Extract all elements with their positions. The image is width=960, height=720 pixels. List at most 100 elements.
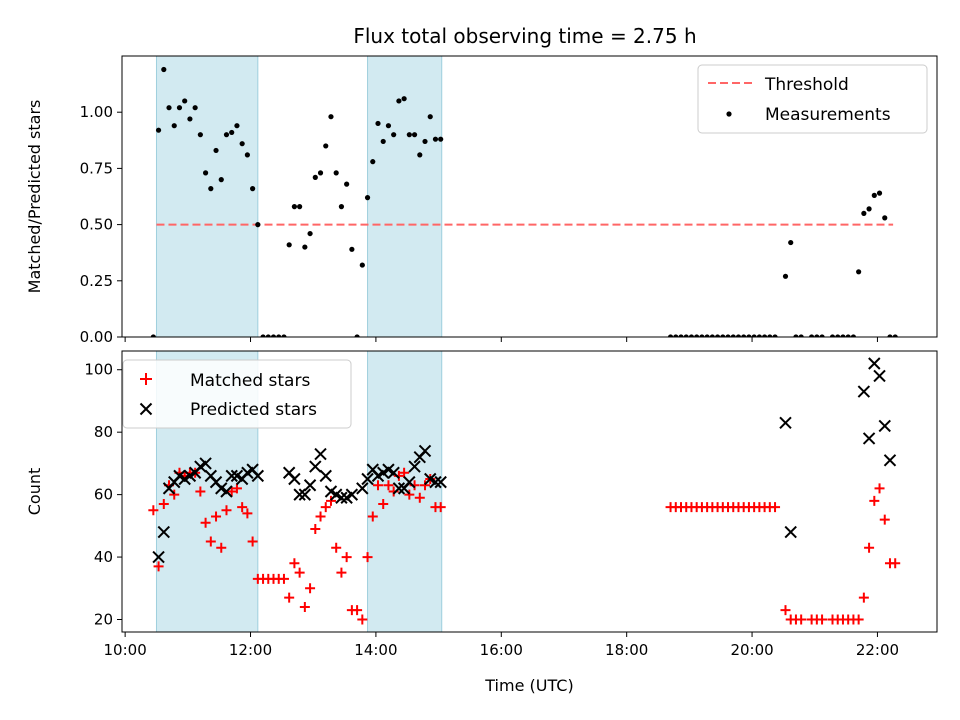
measurement-point: [746, 334, 752, 337]
shaded-span: [367, 56, 442, 337]
matched-star-point: [310, 523, 321, 534]
matched-star-point: [890, 558, 901, 569]
legend-matched-label: Matched stars: [190, 371, 310, 391]
y-tick-label: 1.00: [80, 103, 113, 121]
x-tick-label: 16:00: [480, 641, 523, 659]
measurement-point: [422, 138, 428, 145]
matched-star-point: [289, 558, 300, 569]
measurement-point: [244, 152, 250, 158]
measurement-point: [291, 204, 298, 210]
matched-star-point: [336, 567, 347, 578]
predicted-star-point: [303, 479, 317, 492]
measurement-point: [354, 334, 360, 337]
x-tick-label: 10:00: [104, 641, 147, 659]
measurement-point: [725, 334, 731, 337]
measurement-point: [809, 334, 815, 337]
matched-star-point: [383, 480, 394, 491]
matched-star-point: [858, 592, 869, 603]
predicted-star-point: [319, 469, 332, 483]
y-tick-label: 80: [94, 423, 113, 441]
legend-measurements-label: Measurements: [765, 105, 891, 125]
legend: Matched stars Predicted stars: [122, 359, 352, 429]
measurement-point: [694, 334, 700, 337]
measurement-point: [307, 230, 313, 237]
legend-matched-swatch: [140, 373, 152, 385]
y-axis-label: Matched/Predicted stars: [25, 100, 44, 294]
y-tick-label: 100: [84, 361, 113, 379]
y-tick-label: 0.50: [80, 216, 113, 234]
predicted-star-point: [309, 460, 322, 473]
measurement-point: [438, 136, 444, 142]
measurement-point: [396, 98, 402, 104]
predicted-star-point: [335, 491, 348, 504]
chart-title: Flux total observing time = 2.75 h: [353, 24, 696, 48]
measurement-point: [850, 334, 857, 337]
measurement-point: [876, 190, 883, 196]
predicted-star-point: [868, 357, 881, 370]
predicted-star-point: [873, 369, 886, 383]
measurement-point: [688, 334, 695, 337]
matched-star-point: [435, 502, 446, 513]
measurement-point: [176, 105, 183, 111]
matched-star-point: [879, 514, 890, 525]
x-tick-label: 18:00: [605, 641, 648, 659]
predicted-star-point: [361, 472, 374, 486]
measurement-point: [819, 334, 825, 337]
y-tick-label: 40: [94, 548, 113, 566]
matched-star-point: [341, 552, 352, 563]
matched-star-point: [294, 567, 305, 578]
measurement-point: [333, 170, 339, 176]
predicted-star-point: [387, 466, 400, 479]
measurement-point: [286, 242, 292, 248]
measurement-point: [882, 215, 888, 221]
y-tick-label: 60: [94, 486, 113, 504]
predicted-star-point: [220, 485, 233, 498]
shaded-span: [367, 351, 442, 632]
measurement-point: [673, 334, 679, 337]
matched-star-point: [299, 602, 310, 613]
measurement-point: [234, 123, 240, 129]
matched-star-point: [770, 502, 781, 513]
predicted-star-point: [392, 482, 406, 495]
predicted-star-point: [862, 432, 876, 445]
measurement-point: [375, 120, 381, 127]
measurement-point: [793, 334, 799, 337]
matched-star-point: [780, 605, 791, 616]
matched-star-point: [399, 467, 410, 478]
measurement-point: [302, 244, 308, 250]
matched-star-point: [169, 489, 180, 500]
x-tick-label: 14:00: [354, 641, 397, 659]
matched-star-point: [414, 492, 425, 503]
measurement-point: [166, 105, 172, 111]
measurement-point: [678, 334, 684, 337]
legend-box: [697, 64, 928, 134]
measurement-point: [370, 159, 376, 165]
bottom-panel: 20 40 60 80 100 10:00 12:00 14:00 16:00 18:00 20:0…: [25, 350, 938, 695]
measurement-point: [699, 334, 705, 337]
measurement-point: [385, 123, 392, 129]
legend: Threshold Measurements: [697, 64, 928, 134]
predicted-star-point: [434, 475, 447, 489]
matched-star-point: [357, 614, 368, 625]
measurement-point: [714, 334, 721, 337]
predicted-star-point: [857, 385, 871, 398]
predicted-star-point: [403, 475, 416, 489]
measurement-point: [829, 334, 836, 337]
matched-star-point: [305, 583, 316, 594]
measurement-point: [218, 177, 224, 183]
measurement-point: [323, 143, 329, 149]
matched-star-point: [362, 552, 373, 563]
predicted-star-point: [251, 469, 265, 483]
data-layer: [150, 66, 898, 337]
measurement-point: [344, 181, 350, 187]
predicted-star-point: [784, 525, 797, 539]
measurement-point: [861, 210, 867, 216]
matched-star-point: [278, 573, 289, 584]
y-tick-label: 20: [94, 611, 113, 629]
matched-star-point: [226, 486, 237, 497]
shaded-span: [156, 56, 258, 337]
measurement-point: [845, 334, 851, 337]
matched-star-point: [158, 498, 169, 509]
matched-star-point: [284, 592, 295, 603]
